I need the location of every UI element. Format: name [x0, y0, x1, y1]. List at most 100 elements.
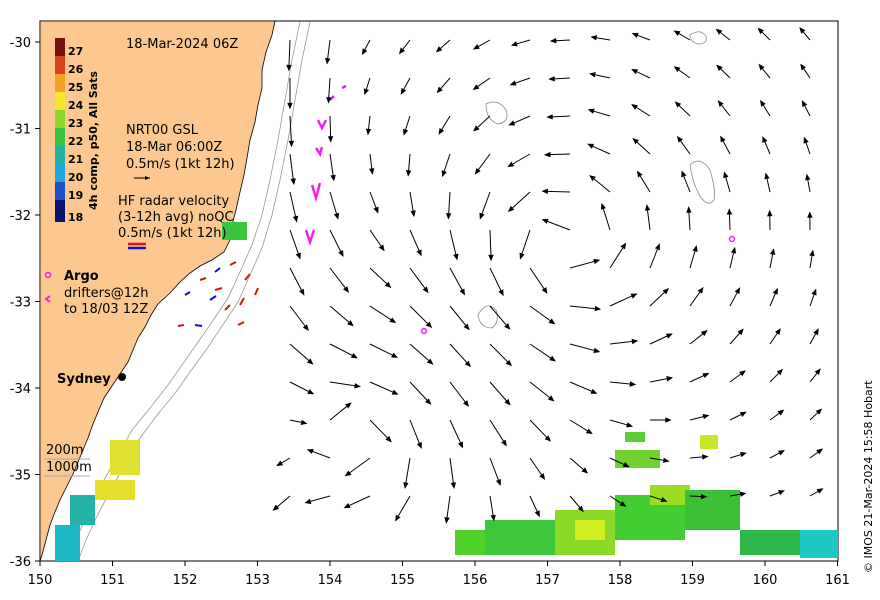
isobath-200-label: 200m: [46, 443, 83, 458]
current-vector-head: [288, 140, 295, 148]
current-vector-head: [472, 43, 480, 50]
current-vector-head: [692, 245, 698, 252]
current-vector-head: [369, 168, 375, 175]
argo-legend-icon: [44, 271, 52, 279]
current-vector-head: [510, 41, 518, 47]
x-tick-label: 158: [608, 573, 633, 588]
current-vector-head: [410, 210, 416, 218]
current-vector-head: [799, 27, 806, 34]
argo-float: [420, 327, 428, 335]
current-vector-head: [435, 46, 443, 53]
current-vector-head: [462, 400, 469, 407]
x-tick-label: 153: [245, 573, 270, 588]
current-vector-head: [342, 286, 350, 293]
current-vector-head: [391, 352, 399, 358]
current-vector-head: [760, 99, 766, 107]
current-vector-head: [354, 383, 361, 389]
hf-title: HF radar velocity: [118, 194, 230, 209]
current-vector-head: [548, 76, 555, 82]
current-vector-head: [403, 482, 409, 489]
current-vector-head: [620, 242, 627, 250]
current-vector-head: [350, 352, 358, 359]
hf-scale-arrows: [128, 242, 146, 250]
current-vector-head: [801, 100, 808, 107]
current-vector-head: [458, 441, 464, 449]
current-vectors: [272, 27, 824, 524]
y-tick-label: -35: [10, 469, 31, 484]
x-tick-label: 154: [318, 573, 343, 588]
current-vector-head: [330, 174, 336, 182]
island-contour: [477, 305, 498, 329]
current-vector-head: [660, 497, 668, 503]
x-tick-label: 161: [825, 573, 850, 588]
current-vector-head: [425, 321, 433, 329]
current-vector-head: [590, 35, 598, 41]
current-vector-head: [541, 188, 548, 194]
current-vector-head: [587, 108, 595, 114]
current-vector-head: [700, 493, 708, 500]
current-vector-head: [737, 328, 744, 336]
current-vector-head: [306, 448, 314, 454]
current-vector-head: [450, 482, 456, 489]
current-vector-head: [630, 293, 638, 299]
current-vector-head: [715, 28, 723, 35]
current-vector-head: [777, 409, 785, 416]
current-vector-head: [479, 212, 485, 220]
current-vector-head: [594, 305, 602, 312]
current-vector-head: [347, 320, 354, 327]
land-australia: [39, 20, 276, 562]
current-vector-head: [365, 128, 372, 136]
current-vector-head: [290, 178, 296, 186]
current-vector-head: [739, 411, 747, 417]
current-vector-head: [676, 135, 683, 143]
current-vector-head: [587, 143, 595, 149]
current-vector-head: [333, 212, 340, 220]
current-vector-head: [673, 66, 681, 73]
drifter-legend-icon: [44, 295, 51, 303]
current-vector-head: [622, 462, 630, 468]
isobath-1000-label: 1000m: [46, 460, 92, 475]
current-vector-head: [422, 286, 429, 294]
x-tick-label: 156: [463, 573, 488, 588]
current-vector-head: [577, 505, 584, 513]
current-vector-head: [488, 254, 494, 262]
current-vector-head: [807, 211, 813, 218]
current-vector-head: [509, 80, 517, 86]
current-vector-head: [403, 128, 409, 136]
current-vector-head: [505, 359, 513, 367]
current-vector-head: [276, 460, 284, 467]
current-vector-head: [774, 328, 781, 335]
current-vector-head: [702, 413, 710, 420]
sydney-marker: [118, 373, 126, 381]
date-label: 18-Mar-2024 06Z: [126, 37, 238, 52]
current-vector-head: [287, 102, 293, 110]
current-vector-head: [534, 510, 540, 518]
current-vector-head: [666, 376, 674, 382]
current-vector-head: [463, 323, 470, 331]
current-vector-head: [416, 249, 422, 257]
current-vector-head: [325, 57, 331, 65]
current-vector-head: [395, 514, 401, 522]
current-vector-head: [815, 408, 823, 415]
current-vector-head: [581, 467, 589, 474]
current-vector-head: [504, 323, 511, 330]
current-vector-head: [734, 287, 741, 294]
colorbar-label: 22: [68, 135, 83, 148]
current-vector-head: [811, 288, 817, 296]
current-vector-head: [384, 281, 392, 289]
current-vector-head: [778, 450, 785, 456]
current-vector-head: [474, 167, 481, 175]
current-vector-head: [816, 488, 824, 494]
current-vector-head: [549, 355, 556, 362]
current-vector-head: [426, 358, 434, 365]
current-vector-head: [814, 368, 821, 375]
current-vector-head: [686, 206, 692, 213]
current-vector-head: [800, 63, 807, 71]
sst-colorbar: [55, 38, 65, 222]
current-vector-head: [508, 120, 516, 126]
current-vector-head: [662, 288, 670, 295]
current-vector-head: [813, 328, 819, 336]
current-vector-head: [665, 417, 672, 423]
current-vector-head: [549, 38, 557, 44]
current-vector-head: [681, 170, 687, 178]
